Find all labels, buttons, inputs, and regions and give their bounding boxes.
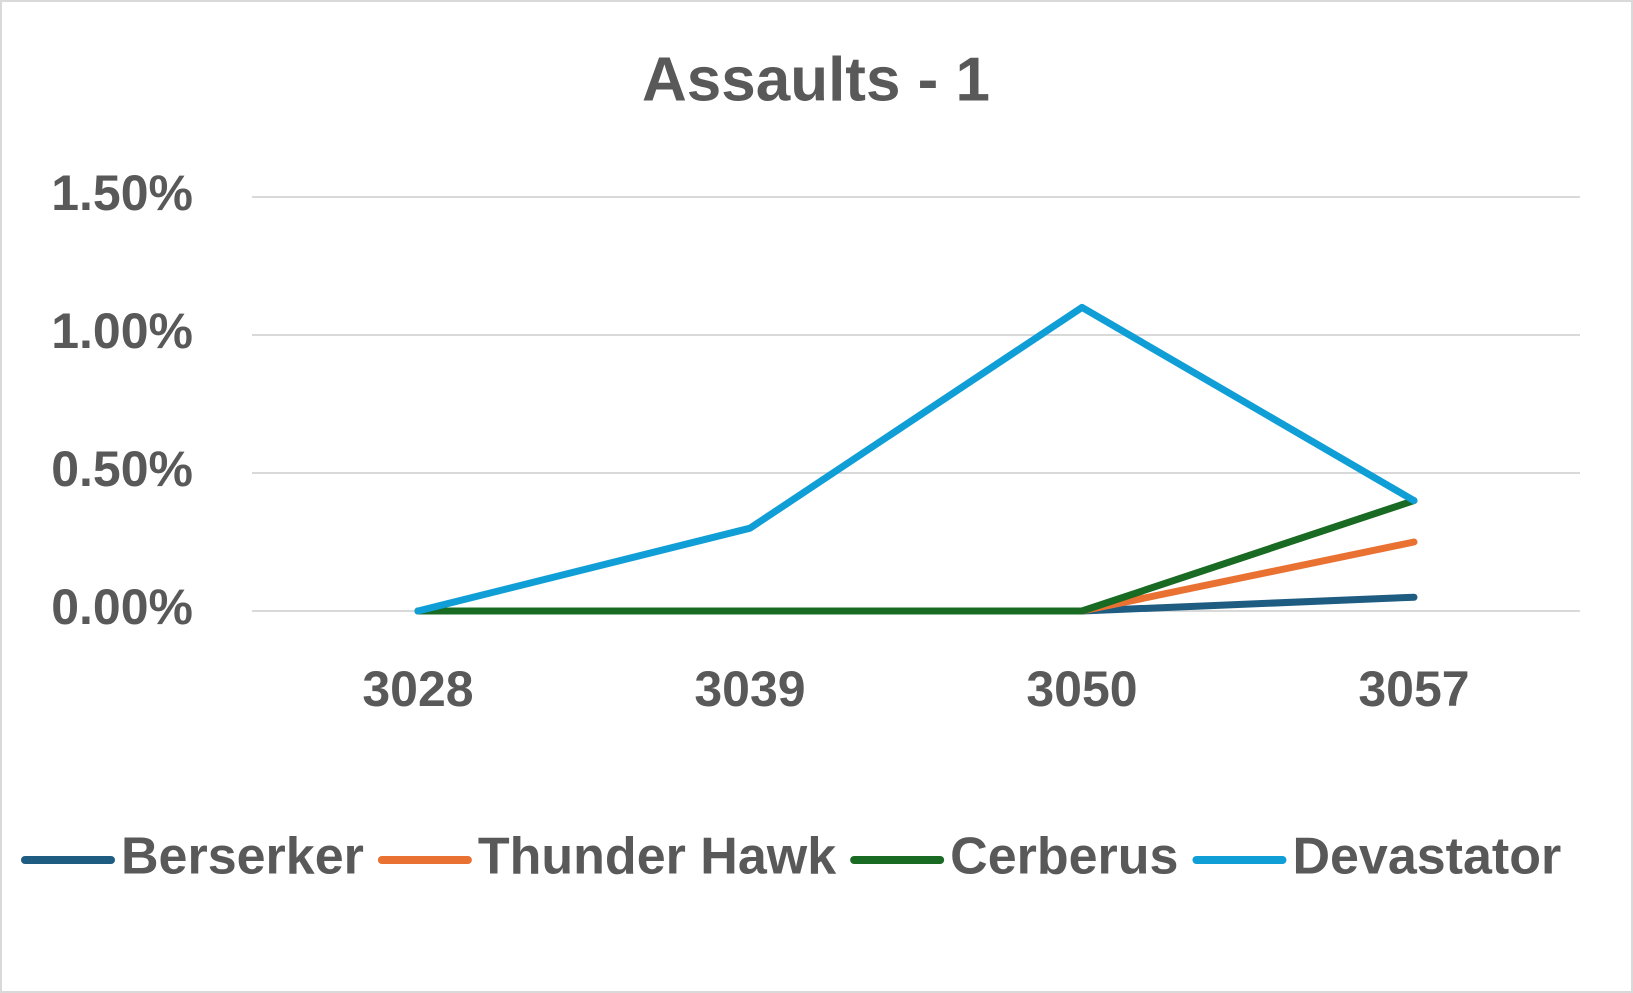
series-line — [414, 497, 1418, 615]
legend-label: Devastator — [1292, 828, 1561, 886]
y-tick-label: 1.50% — [51, 165, 193, 221]
x-tick-label: 3028 — [362, 661, 473, 717]
x-tick-label: 3057 — [1358, 661, 1469, 717]
legend-label: Thunder Hawk — [478, 828, 836, 886]
legend-label: Cerberus — [950, 828, 1178, 886]
y-tick-label: 1.00% — [51, 303, 193, 359]
series-line — [414, 303, 1418, 615]
y-tick-label: 0.00% — [51, 579, 193, 635]
y-tick-label: 0.50% — [51, 441, 193, 497]
x-tick-label: 3050 — [1026, 661, 1137, 717]
chart-title: Assaults - 1 — [642, 45, 990, 114]
legend-label: Berserker — [121, 828, 364, 886]
x-tick-label: 3039 — [694, 661, 805, 717]
